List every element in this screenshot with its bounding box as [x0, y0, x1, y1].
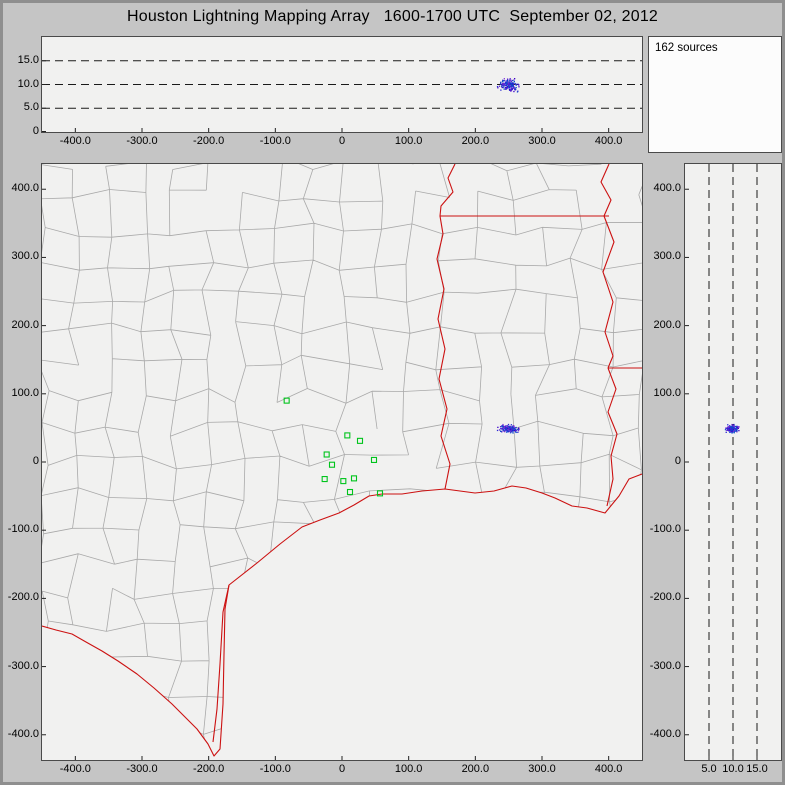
y-tick-label-right-panel: -300.0 — [649, 659, 681, 672]
alt-tick-label-top-panel: 10.0 — [17, 77, 39, 90]
alt-tick-label-top-panel: 5.0 — [23, 101, 39, 114]
x-tick-label-top-panel: 0 — [338, 135, 346, 147]
source-count-panel: 162 sources — [648, 36, 782, 153]
x-tick-label-map: -400.0 — [59, 763, 91, 775]
y-tick-label-right-panel: -100.0 — [649, 523, 681, 536]
alt-tick-label-top-panel: 0 — [32, 125, 39, 137]
y-tick-label-map: 0 — [32, 455, 39, 467]
ns-vs-altitude-panel — [684, 163, 782, 761]
x-tick-label-map: -200.0 — [193, 763, 225, 775]
y-tick-label-right-panel: -200.0 — [649, 591, 681, 604]
alt-tick-label-top-panel: 15.0 — [17, 53, 39, 66]
plan-view-map-panel — [41, 163, 643, 761]
y-tick-label-right-panel: 0 — [674, 455, 681, 467]
y-tick-label-right-panel: -400.0 — [649, 727, 681, 740]
x-tick-label-top-panel: 300.0 — [528, 135, 556, 147]
y-tick-label-map: 100.0 — [11, 386, 39, 399]
y-tick-label-right-panel: 300.0 — [653, 250, 681, 263]
x-tick-label-top-panel: -200.0 — [193, 135, 225, 147]
altitude-vs-ew-panel — [41, 36, 643, 133]
alt-tick-label-right-panel: 15.0 — [746, 763, 768, 775]
x-tick-label-map: 300.0 — [528, 763, 556, 775]
x-tick-label-top-panel: -100.0 — [259, 135, 291, 147]
x-tick-label-top-panel: 100.0 — [394, 135, 423, 147]
y-tick-label-map: 200.0 — [11, 318, 39, 331]
alt-tick-label-right-panel: 5.0 — [701, 763, 717, 775]
y-tick-label-map: 400.0 — [11, 182, 39, 195]
ns-vs-altitude-plot — [685, 164, 758, 760]
y-tick-label-map: -300.0 — [7, 659, 39, 672]
x-tick-label-top-panel: -400.0 — [59, 135, 91, 147]
y-tick-label-right-panel: 100.0 — [653, 386, 681, 399]
source-count-label: 162 sources — [655, 42, 718, 54]
y-tick-label-map: 300.0 — [11, 250, 39, 263]
x-tick-label-top-panel: 200.0 — [461, 135, 490, 147]
y-tick-label-map: -100.0 — [7, 523, 39, 536]
x-tick-label-map: 0 — [338, 763, 346, 775]
y-tick-label-map: -200.0 — [7, 591, 39, 604]
altitude-vs-ew-plot — [42, 60, 642, 132]
plan-view-map — [41, 163, 643, 760]
y-tick-label-right-panel: 200.0 — [653, 318, 681, 331]
x-tick-label-top-panel: 400.0 — [594, 135, 623, 147]
y-tick-label-map: -400.0 — [7, 727, 39, 740]
x-tick-label-map: -300.0 — [126, 763, 158, 775]
alt-tick-label-right-panel: 10.0 — [722, 763, 744, 775]
page-title: Houston Lightning Mapping Array 1600-170… — [126, 8, 659, 25]
x-tick-label-map: 100.0 — [394, 763, 423, 775]
y-tick-label-right-panel: 400.0 — [653, 182, 681, 195]
x-tick-label-map: -100.0 — [259, 763, 291, 775]
x-tick-label-map: 200.0 — [461, 763, 490, 775]
x-tick-label-top-panel: -300.0 — [126, 135, 158, 147]
x-tick-label-map: 400.0 — [594, 763, 623, 775]
